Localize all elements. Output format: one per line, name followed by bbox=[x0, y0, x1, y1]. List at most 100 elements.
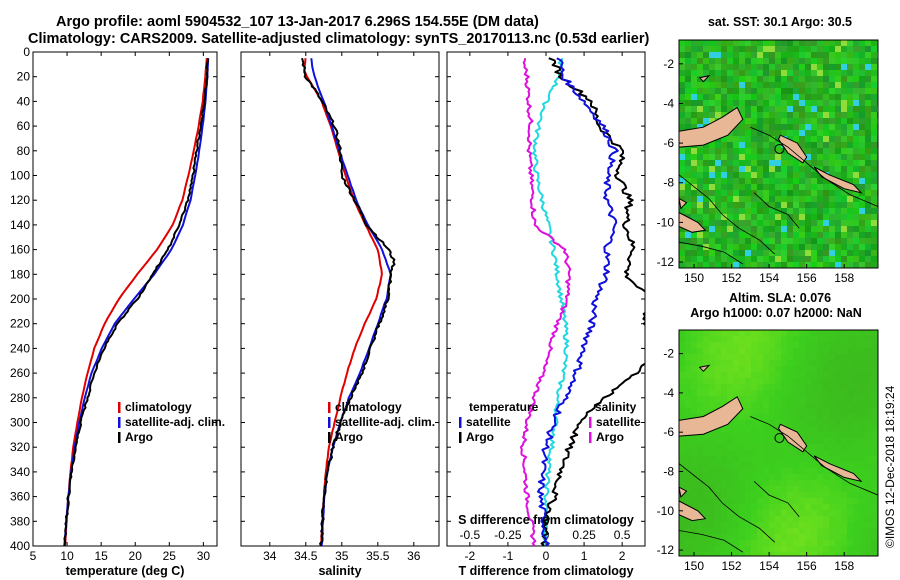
sla-map-cell bbox=[841, 378, 848, 385]
sst-map-cell bbox=[727, 142, 734, 149]
sla-map-cell bbox=[757, 522, 764, 529]
sla-map-cell bbox=[841, 444, 848, 451]
sla-map-cell bbox=[775, 534, 782, 541]
sst-map-landmass bbox=[777, 134, 808, 164]
sst-map-cell bbox=[715, 184, 722, 191]
sst-map-cell bbox=[763, 136, 770, 143]
sst-map-cell bbox=[703, 250, 710, 257]
sst-map-cell bbox=[793, 64, 800, 71]
sla-map-cell bbox=[835, 378, 842, 385]
sla-map-cell bbox=[793, 366, 800, 373]
sst-map-cell bbox=[691, 196, 698, 203]
sla-map-cell bbox=[769, 492, 776, 499]
sla-map-cell bbox=[805, 438, 812, 445]
sla-map-cell bbox=[835, 366, 842, 373]
sla-map-cell bbox=[691, 480, 698, 487]
sla-map-cell bbox=[697, 330, 704, 337]
sst-map-cell bbox=[817, 244, 824, 251]
sla-map-cell bbox=[787, 414, 794, 421]
sst-map-cell bbox=[841, 124, 848, 131]
sst-map-cell bbox=[799, 106, 806, 113]
sst-map-cell bbox=[781, 172, 788, 179]
sst-map-cell bbox=[715, 250, 722, 257]
sst-map-cell bbox=[757, 124, 764, 131]
sst-map-cell bbox=[799, 238, 806, 245]
sst-map-cell bbox=[859, 214, 866, 221]
sst-map-cell bbox=[847, 190, 854, 197]
sst-map-cell bbox=[721, 232, 728, 239]
sla-map-cell bbox=[679, 444, 686, 451]
temperature-ytick-label: 40 bbox=[17, 94, 31, 108]
salinity-argo-line bbox=[301, 57, 396, 546]
sst-map-cell bbox=[733, 64, 740, 71]
sst-map-cell bbox=[781, 130, 788, 137]
sla-map-cell bbox=[703, 516, 710, 523]
sla-map-cell bbox=[763, 432, 770, 439]
sla-map-cell bbox=[871, 474, 878, 481]
sst-map-cell bbox=[859, 58, 866, 65]
temperature-ytick-label: 340 bbox=[10, 465, 30, 479]
sla-map-cell bbox=[757, 390, 764, 397]
sst-map-cell bbox=[841, 112, 848, 119]
sla-map-cell bbox=[721, 498, 728, 505]
sla-map-cell bbox=[709, 486, 716, 493]
sla-map-cell bbox=[781, 534, 788, 541]
sla-map-cell bbox=[739, 516, 746, 523]
sst-map-cell bbox=[811, 262, 818, 268]
sst-map-cell bbox=[835, 112, 842, 119]
sst-map-cell bbox=[715, 64, 722, 71]
sst-map-cell bbox=[835, 124, 842, 131]
sla-map-cell bbox=[865, 330, 872, 337]
sst-map-cell bbox=[865, 172, 872, 179]
sst-map-cell bbox=[751, 244, 758, 251]
sst-map-cell bbox=[871, 238, 878, 245]
sla-map-cell bbox=[715, 546, 722, 553]
sst-map-cell bbox=[739, 88, 746, 95]
sst-map-cell bbox=[853, 250, 860, 257]
sst-map-cell bbox=[739, 52, 746, 59]
sst-map-cell bbox=[859, 196, 866, 203]
sst-map-cell bbox=[817, 196, 824, 203]
sla-map-cell bbox=[763, 384, 770, 391]
temperature-argo-line bbox=[63, 57, 210, 546]
sla-map-cell bbox=[847, 432, 854, 439]
sla-map-cell bbox=[811, 384, 818, 391]
sla-map-cell bbox=[709, 330, 716, 337]
sst-map-cell bbox=[829, 154, 836, 161]
sst-map-cell bbox=[835, 52, 842, 59]
sla-map-cell bbox=[751, 528, 758, 535]
sst-map-cell bbox=[793, 184, 800, 191]
sst-map-cell bbox=[751, 64, 758, 71]
sla-map-cell bbox=[751, 516, 758, 523]
sst-map-cell bbox=[769, 94, 776, 101]
sst-map-cell bbox=[691, 76, 698, 83]
sst-map-cell bbox=[739, 130, 746, 137]
sla-map-cell bbox=[823, 492, 830, 499]
sst-map-cell bbox=[781, 220, 788, 227]
sla-map-cell bbox=[817, 348, 824, 355]
sla-map-cell bbox=[739, 384, 746, 391]
sla-map-cell bbox=[853, 438, 860, 445]
sst-map-cell bbox=[715, 112, 722, 119]
sla-map-cell bbox=[709, 498, 716, 505]
sla-map-cell bbox=[793, 480, 800, 487]
sla-map-cell bbox=[757, 348, 764, 355]
sst-map-cell bbox=[811, 88, 818, 95]
sla-map-cell bbox=[799, 432, 806, 439]
sst-map-cell bbox=[835, 136, 842, 143]
sla-map-cell bbox=[781, 528, 788, 535]
sla-map-cell bbox=[787, 354, 794, 361]
sst-map-cell bbox=[763, 262, 770, 268]
sst-map-cell bbox=[865, 184, 872, 191]
sla-map-cell bbox=[691, 540, 698, 547]
sst-map-cell bbox=[775, 178, 782, 185]
sst-map-cell bbox=[787, 250, 794, 257]
sst-map-cell bbox=[805, 178, 812, 185]
sst-map-cell bbox=[859, 244, 866, 251]
sla-map-cell bbox=[847, 540, 854, 547]
sst-map-cell bbox=[871, 106, 878, 113]
sla-map-cell bbox=[865, 468, 872, 475]
sla-map-cell bbox=[841, 354, 848, 361]
sla-map-cell bbox=[829, 540, 836, 547]
sst-map-cell bbox=[829, 184, 836, 191]
